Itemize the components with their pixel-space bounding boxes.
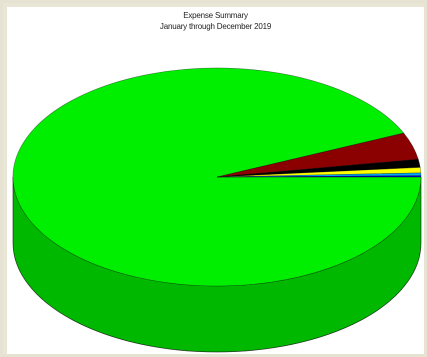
title-block: Expense Summary January through December… (7, 10, 424, 32)
pie-body-outline (12, 177, 422, 353)
pie-slice-2 (216, 158, 421, 178)
pie-slice-1 (216, 132, 419, 178)
chart-title: Expense Summary (183, 11, 248, 20)
plot-area: Expense Summary January through December… (7, 7, 424, 354)
pie-slice-3 (216, 167, 422, 178)
chart-subtitle: January through December 2019 (159, 22, 272, 31)
pie-chart (12, 67, 422, 353)
pie-slice-5 (216, 175, 422, 178)
pie-slice-0 (12, 67, 422, 287)
pie-slice-4 (216, 172, 422, 178)
